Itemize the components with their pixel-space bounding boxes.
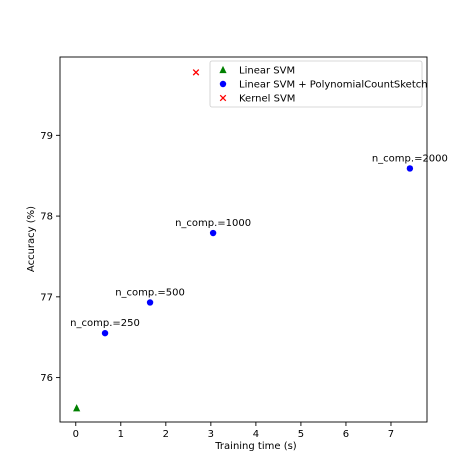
y-axis-label: Accuracy (%) xyxy=(26,206,37,272)
point-s1-1 xyxy=(146,299,154,306)
x-tick-label-7: 7 xyxy=(388,429,394,440)
legend-marker-0 xyxy=(219,65,227,74)
point-s1-0 xyxy=(101,329,109,337)
y-tick-label-77: 77 xyxy=(40,292,53,303)
x-tick-label-1: 1 xyxy=(118,429,124,440)
data-label-s1-1: n_comp.=500 xyxy=(115,287,185,298)
point-s2-0 xyxy=(192,69,200,76)
data-label-s1-3: n_comp.=2000 xyxy=(372,153,448,164)
legend-marker-2 xyxy=(219,94,227,102)
legend: Linear SVM Linear SVM + PolynomialCountSk… xyxy=(209,60,428,108)
data-labels: n_comp.=250 n_comp.=500 n_comp.=1000 n_comp… xyxy=(70,153,448,329)
legend-label-1: Linear SVM + PolynomialCountSketch xyxy=(239,80,428,91)
y-tick-label-78: 78 xyxy=(40,212,53,223)
x-tick-label-3: 3 xyxy=(208,429,214,440)
legend-label-0: Linear SVM xyxy=(239,66,295,77)
legend-marker-2-stroke-b xyxy=(219,94,227,102)
x-axis-label: Training time (s) xyxy=(214,441,297,452)
x-tick-label-5: 5 xyxy=(298,429,304,440)
data-label-s1-0: n_comp.=250 xyxy=(70,318,140,329)
point-s1-2 xyxy=(209,229,217,237)
axes-frame xyxy=(59,56,428,423)
point-s1-3 xyxy=(406,165,414,172)
x-tick-label-0: 0 xyxy=(73,429,79,440)
y-tick-label-79: 79 xyxy=(40,131,53,142)
axes: 0 1 2 3 4 5 6 7 76 77 78 79 xyxy=(40,56,428,440)
point-s2-0-stroke-b xyxy=(192,69,200,76)
legend-label-2: Kernel SVM xyxy=(239,94,295,105)
point-s0-0 xyxy=(73,404,81,412)
y-tick-label-76: 76 xyxy=(40,373,53,384)
data-label-s1-2: n_comp.=1000 xyxy=(175,218,251,229)
x-tick-label-4: 4 xyxy=(253,429,259,440)
plot-area xyxy=(73,69,414,412)
legend-box xyxy=(209,60,423,108)
x-tick-label-6: 6 xyxy=(343,429,349,440)
x-tick-label-2: 2 xyxy=(163,429,169,440)
legend-marker-1 xyxy=(219,80,227,88)
